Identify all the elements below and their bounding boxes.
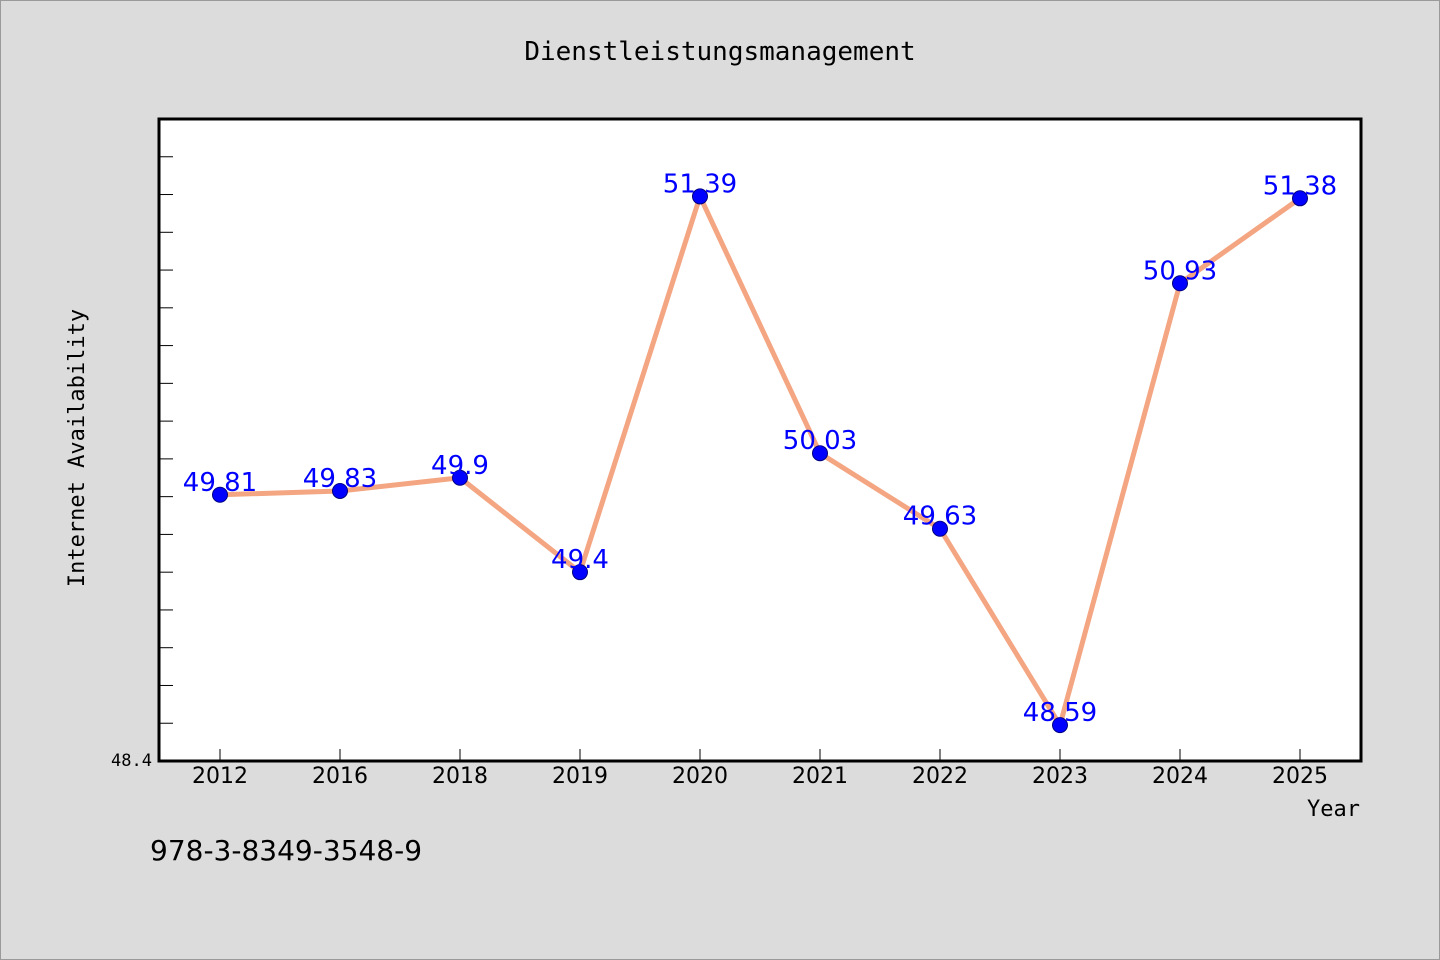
data-label-2018: 49.9: [431, 451, 489, 481]
x-axis-ticks: [219, 749, 1301, 761]
data-point-2012: [212, 486, 228, 503]
data-point-2022: [932, 520, 948, 537]
x-tick-label-2024: 2024: [1152, 764, 1208, 789]
data-label-2023: 48.59: [1023, 698, 1097, 728]
x-tick-label-2018: 2018: [432, 764, 488, 789]
data-point-2016: [332, 482, 348, 499]
x-axis-label: Year: [1307, 797, 1360, 822]
series-line: [217, 193, 1303, 728]
data-label-2020: 51.39: [663, 169, 737, 199]
data-label-2012: 49.81: [183, 468, 257, 498]
data-point-2025: [1292, 190, 1308, 207]
data-label-2024: 50.93: [1143, 256, 1217, 286]
x-tick-label-2025: 2025: [1272, 764, 1328, 789]
data-label-2021: 50.03: [783, 426, 857, 456]
data-label-2019: 49.4: [551, 545, 609, 575]
x-tick-label-2019: 2019: [552, 764, 608, 789]
y-axis-label: Internet Availability: [65, 309, 90, 587]
data-label-2016: 49.83: [303, 464, 377, 494]
chart-title: Dienstleistungsmanagement: [524, 37, 915, 67]
data-point-2020: [692, 188, 708, 205]
y-axis-min-label: 48.4: [111, 751, 152, 771]
data-point-2024: [1172, 275, 1188, 292]
x-tick-label-2022: 2022: [912, 764, 968, 789]
x-tick-label-2012: 2012: [192, 764, 248, 789]
footnote-isbn: 978-3-8349-3548-9: [150, 834, 423, 867]
x-tick-label-2023: 2023: [1032, 764, 1088, 789]
data-point-2023: [1052, 717, 1068, 734]
x-tick-labels: 2012 2016 2018 2019 2020 2021 2022 2023 2024 2025: [192, 764, 1328, 789]
data-label-2025: 51.38: [1263, 171, 1337, 201]
series-markers: [212, 188, 1308, 734]
series-line-group: [217, 193, 1303, 728]
data-label-2022: 49.63: [903, 502, 977, 532]
plot-area: [157, 117, 1363, 763]
data-point-2021: [812, 445, 828, 462]
x-tick-label-2016: 2016: [312, 764, 368, 789]
x-tick-label-2020: 2020: [672, 764, 728, 789]
x-tick-label-2021: 2021: [792, 764, 848, 789]
y-axis-ticks: [159, 118, 173, 762]
data-point-2019: [572, 564, 588, 581]
data-labels: 49.81 49.83 49.9 49.4 51.39 50.03 49.63 48.59 50…: [183, 169, 1337, 728]
data-point-2018: [452, 469, 468, 486]
